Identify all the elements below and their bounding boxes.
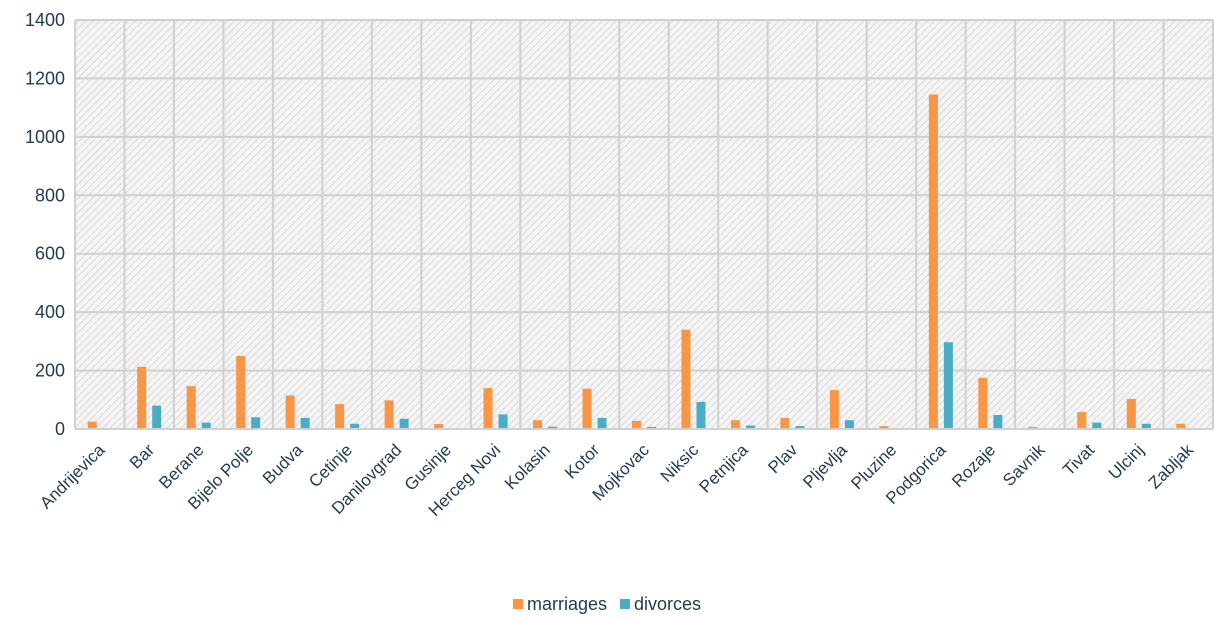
x-tick-label: Pljevlja — [799, 440, 851, 492]
x-tick-label: Petnjica — [696, 440, 753, 497]
x-tick-label: Andrijevica — [36, 440, 109, 513]
bar-marriages — [483, 388, 493, 429]
bar-marriages — [829, 390, 839, 429]
y-tick-label: 600 — [35, 244, 65, 264]
bar-marriages — [681, 329, 691, 429]
legend-swatch-divorces — [620, 599, 630, 609]
bar-marriages — [384, 400, 394, 429]
bar-divorces — [498, 414, 508, 429]
bar-marriages — [236, 355, 246, 429]
bar-divorces — [795, 426, 805, 429]
bar-marriages — [1126, 398, 1136, 429]
x-tick-label: Zabljak — [1145, 440, 1198, 493]
bar-divorces — [696, 401, 706, 429]
bar-divorces — [201, 422, 211, 429]
y-tick-label: 1000 — [25, 127, 65, 147]
bar-chart: 0 200 400 600 800 1000 1200 1400 Andrijevica Bar… — [25, 10, 1214, 520]
bar-marriages — [978, 377, 988, 429]
bar-marriages — [533, 420, 543, 429]
bar-marriages — [780, 417, 790, 429]
bar-marriages — [632, 420, 641, 429]
legend-item-marriages: marriages — [512, 594, 607, 615]
y-tick-label: 800 — [35, 185, 65, 205]
bar-divorces — [844, 420, 854, 429]
bar-divorces — [152, 405, 162, 429]
bar-divorces — [350, 423, 360, 429]
grid-lines — [74, 19, 1214, 430]
bar-divorces — [943, 342, 953, 429]
bar-divorces — [993, 414, 1003, 429]
y-tick-label: 0 — [55, 419, 65, 439]
bar-marriages — [730, 420, 740, 429]
y-tick-label: 1200 — [25, 68, 65, 88]
bar-divorces — [597, 417, 607, 429]
bar-marriages — [186, 386, 196, 429]
bar-divorces — [548, 426, 558, 429]
bar-marriages — [928, 94, 938, 429]
bar-divorces — [1092, 422, 1102, 429]
bar-marriages — [285, 395, 295, 429]
bar-marriages — [1027, 426, 1037, 429]
x-tick-label: Savnik — [999, 440, 1049, 490]
bar-marriages — [434, 424, 444, 429]
y-tick-label: 400 — [35, 302, 65, 322]
x-tick-label: Bar — [126, 440, 158, 472]
bar-marriages — [335, 404, 345, 429]
bar-divorces — [1141, 423, 1151, 429]
x-tick-label: Plav — [764, 440, 801, 477]
x-tick-label: Kotor — [561, 440, 603, 482]
bar-divorces — [745, 425, 755, 429]
bar-divorces — [647, 426, 656, 429]
legend-label-marriages: marriages — [526, 594, 607, 614]
x-tick-label: Budva — [259, 440, 307, 488]
y-tick-label: 200 — [35, 361, 65, 381]
x-tick-label: Niksic — [657, 440, 703, 486]
x-tick-label: Kolasin — [501, 440, 554, 493]
x-tick-label: Ulcinj — [1105, 440, 1148, 483]
bar-divorces — [300, 417, 310, 429]
plot-area — [75, 20, 1213, 429]
legend-label-divorces: divorces — [634, 594, 702, 614]
legend-item-divorces: divorces — [620, 594, 701, 615]
y-axis: 0 200 400 600 800 1000 1200 1400 — [25, 10, 65, 439]
bar-divorces — [251, 417, 261, 429]
x-tick-label: Tivat — [1059, 440, 1098, 479]
legend: marriages divorces — [0, 594, 1214, 615]
x-tick-label: Rozaje — [948, 440, 999, 491]
bar-marriages — [87, 421, 97, 429]
bars — [87, 94, 1201, 429]
bar-divorces — [399, 418, 409, 429]
y-tick-label: 1400 — [25, 10, 65, 30]
bar-marriages — [879, 426, 889, 429]
bar-marriages — [582, 388, 592, 429]
bar-marriages — [137, 366, 147, 429]
bar-marriages — [1077, 412, 1087, 429]
legend-swatch-marriages — [512, 599, 523, 609]
bar-marriages — [1176, 423, 1186, 429]
